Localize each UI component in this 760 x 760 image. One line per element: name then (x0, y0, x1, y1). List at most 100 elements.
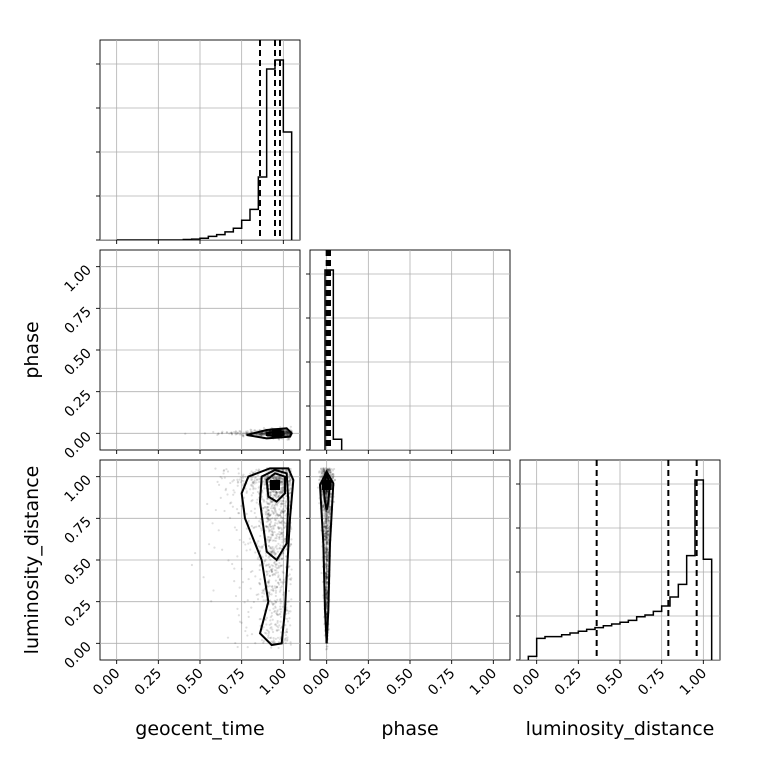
sample-point (323, 535, 326, 538)
sample-point (325, 603, 328, 606)
sample-point (326, 511, 330, 514)
sample-point (277, 495, 280, 499)
sample-point (285, 430, 288, 433)
sample-point (282, 524, 285, 527)
sample-point (273, 552, 276, 555)
sample-point (274, 476, 277, 480)
sample-point (272, 512, 275, 515)
sample-point (326, 524, 329, 527)
sample-point (226, 636, 230, 639)
sample-point (285, 433, 288, 436)
sample-point (289, 643, 292, 646)
sample-point (323, 525, 326, 528)
sample-point (246, 599, 249, 602)
sample-point (268, 523, 271, 526)
sample-point (258, 433, 262, 436)
sample-point (324, 514, 327, 517)
sample-point (266, 629, 269, 632)
sample-point (279, 620, 282, 623)
sample-point (324, 517, 327, 520)
sample-point (281, 491, 284, 494)
sample-point (282, 571, 285, 575)
sample-point (229, 481, 232, 485)
sample-point (271, 525, 274, 528)
sample-point (324, 538, 327, 541)
sample-point (280, 581, 283, 584)
sample-point (259, 433, 262, 436)
sample-point (269, 627, 272, 630)
sample-point (271, 549, 274, 552)
sample-point (289, 610, 292, 613)
sample-point (281, 499, 285, 502)
sample-point (278, 513, 281, 517)
sample-point (324, 513, 327, 516)
sample-point (324, 531, 327, 535)
sample-point (231, 505, 234, 508)
sample-point (261, 498, 264, 501)
sample-point (268, 570, 271, 573)
sample-point (272, 637, 275, 640)
sample-point (280, 476, 283, 479)
sample-point (326, 647, 329, 650)
sample-point (325, 490, 328, 493)
sample-point (275, 491, 278, 494)
sample-point (228, 516, 232, 520)
sample-point (321, 501, 324, 504)
sample-point (263, 432, 266, 436)
sample-point (267, 485, 271, 489)
sample-point (288, 478, 291, 482)
sample-point (319, 476, 322, 479)
sample-point (284, 522, 287, 525)
sample-point (323, 520, 326, 523)
y-tick-label: 0.50 (61, 556, 94, 589)
sample-point (275, 502, 279, 506)
sample-point (288, 480, 292, 484)
sample-point (267, 581, 270, 584)
sample-point (281, 502, 285, 505)
panel-luminosity-distance-histogram: 0.00 0.25 0.50 0.75 1.00 (510, 459, 721, 699)
sample-point (234, 430, 238, 434)
sample-point (323, 525, 326, 528)
sample-point (284, 434, 287, 437)
sample-point (325, 527, 328, 530)
sample-point (271, 477, 274, 480)
sample-point (263, 560, 266, 563)
sample-point (275, 629, 278, 632)
sample-point (280, 502, 283, 505)
sample-point (244, 543, 247, 546)
sample-point (281, 477, 284, 480)
sample-point (276, 513, 279, 516)
sample-point (267, 518, 270, 521)
sample-point (325, 547, 329, 550)
sample-point (321, 506, 325, 509)
sample-point (284, 504, 287, 508)
sample-point (266, 502, 269, 505)
sample-point (262, 590, 265, 593)
sample-point (325, 575, 328, 578)
y-axis-labels: phase luminosity_distance (21, 321, 43, 654)
sample-point (286, 433, 289, 436)
sample-point (325, 580, 328, 583)
sample-point (280, 480, 284, 483)
sample-point (324, 538, 327, 541)
sample-point (278, 536, 281, 539)
sample-point (327, 517, 330, 520)
sample-point (254, 516, 258, 519)
sample-point (254, 575, 257, 578)
sample-point (323, 470, 326, 473)
y-tick-label: 0.25 (61, 597, 94, 630)
sample-point (274, 565, 277, 568)
sample-point (230, 501, 233, 504)
panel-body (100, 40, 300, 240)
sample-point (270, 530, 274, 533)
sample-point (271, 551, 274, 554)
sample-point (250, 470, 253, 473)
sample-point (258, 525, 261, 528)
sample-point (326, 538, 329, 541)
sample-point (324, 518, 327, 521)
sample-point (284, 623, 287, 627)
sample-point (325, 525, 328, 528)
sample-point (325, 514, 328, 517)
sample-point (276, 522, 279, 525)
sample-point (333, 478, 337, 482)
